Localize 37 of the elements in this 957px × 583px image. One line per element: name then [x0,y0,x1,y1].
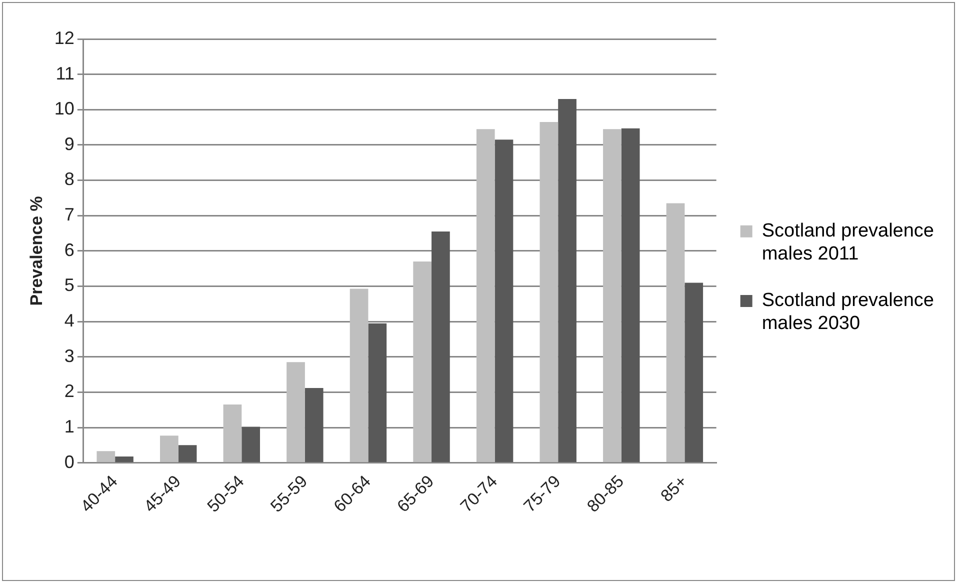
bar [178,445,197,462]
legend-label: Scotland prevalence males 2011 [762,220,934,264]
y-tick-label: 5 [64,275,74,296]
y-tick-label: 1 [64,416,74,436]
y-tick-label: 2 [64,381,74,402]
y-tick-label: 6 [64,240,74,260]
bar [96,451,116,462]
bar [160,436,178,462]
y-tick-label: 0 [64,452,74,472]
bar [476,129,495,462]
bar [223,404,242,462]
legend-label: Scotland prevalence males 2030 [762,290,934,334]
bar [432,231,450,462]
bar [558,99,576,462]
y-tick-label: 3 [64,346,74,366]
y-tick-label: 8 [64,169,74,190]
bar [494,140,514,462]
y-tick-label: 4 [64,310,74,331]
bar [603,129,622,462]
bar [115,456,134,462]
y-tick-label: 9 [64,134,74,154]
x-tick-label: 85+ [657,472,691,506]
y-tick-label: 10 [54,98,74,119]
bar [413,262,432,462]
bar [242,426,260,462]
bar [286,362,305,462]
y-tick-label: 11 [56,63,74,84]
bar [540,122,558,462]
bar [304,388,324,462]
y-tick-label: 12 [54,28,74,48]
bar [350,288,368,462]
bar [666,203,685,462]
bar [684,282,704,462]
y-tick-label: 7 [64,204,74,225]
bar [368,323,387,462]
y-axis-title: Prevalence % [26,196,46,306]
bar [621,128,640,462]
